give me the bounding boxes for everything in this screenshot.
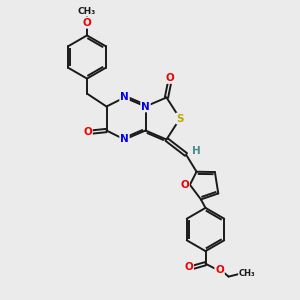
- Text: O: O: [180, 180, 189, 190]
- Text: S: S: [176, 113, 184, 124]
- Text: O: O: [184, 262, 193, 272]
- Text: O: O: [83, 127, 92, 137]
- Text: N: N: [141, 101, 150, 112]
- Text: H: H: [192, 146, 201, 156]
- Text: N: N: [120, 134, 129, 145]
- Text: CH₃: CH₃: [78, 7, 96, 16]
- Text: N: N: [120, 92, 129, 103]
- Text: O: O: [215, 265, 224, 275]
- Text: O: O: [82, 18, 91, 28]
- Text: CH₃: CH₃: [239, 268, 256, 278]
- Text: O: O: [165, 73, 174, 83]
